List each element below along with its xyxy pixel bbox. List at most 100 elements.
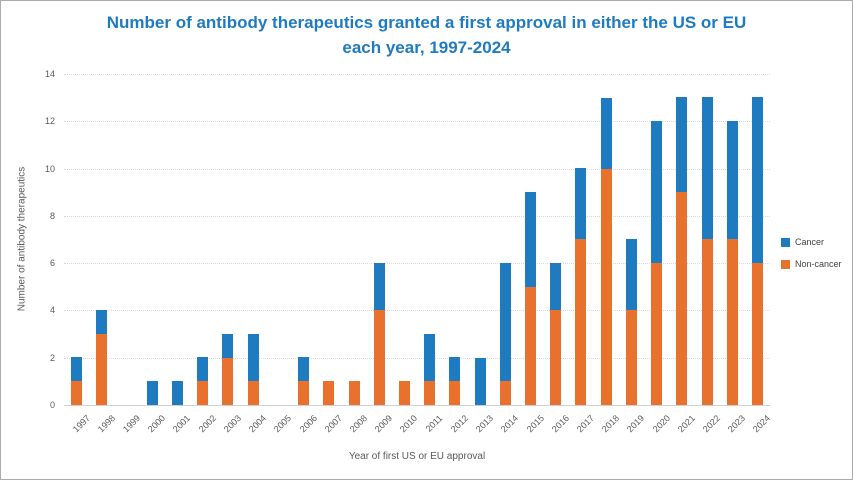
bar-slot-2020 [644, 121, 669, 405]
x-slot-2020: 2020 [644, 405, 671, 451]
x-slot-2023: 2023 [720, 405, 747, 451]
x-slot-2007: 2007 [316, 405, 344, 451]
gridline [64, 357, 770, 359]
bar-segment-non-cancer [449, 381, 461, 405]
legend-label-cancer: Cancer [795, 237, 825, 247]
bar-slot-2023 [720, 121, 745, 405]
bar-segment-cancer [222, 334, 234, 358]
bar-slot-2013 [468, 358, 493, 405]
x-slot-2014: 2014 [493, 405, 520, 451]
bar-slot-2007 [316, 381, 341, 405]
bar-segment-cancer [197, 357, 209, 381]
legend: Cancer Non-cancer [781, 237, 842, 269]
bar-slot-1997 [64, 357, 89, 405]
bar-segment-cancer [71, 357, 83, 381]
bar-segment-non-cancer [247, 381, 259, 405]
y-tick-label: 10 [44, 163, 55, 174]
bar-2014 [499, 263, 511, 405]
bar-2019 [625, 239, 637, 405]
bar-2024 [752, 97, 764, 405]
x-slot-2001: 2001 [165, 405, 192, 451]
bar-segment-non-cancer [600, 169, 612, 405]
x-slot-2005: 2005 [266, 405, 293, 451]
bar-2012 [449, 357, 461, 405]
bar-slot-2017 [568, 168, 593, 405]
x-slot-2019: 2019 [619, 405, 646, 451]
bar-slot-2018 [594, 98, 619, 405]
bar-2006 [298, 357, 310, 405]
bar-slot-2001 [165, 381, 190, 405]
x-axis-title: Year of first US or EU approval [348, 451, 486, 462]
x-axis-line [64, 405, 770, 406]
x-slot-1998: 1998 [89, 405, 117, 451]
x-slot-2015: 2015 [518, 405, 545, 451]
y-tick-label: 8 [49, 210, 55, 221]
legend-swatch-non-cancer-icon [781, 259, 790, 269]
y-tick-label: 0 [49, 400, 55, 410]
x-slot-2012: 2012 [442, 405, 470, 451]
bar-segment-non-cancer [676, 192, 688, 405]
bar-slot-2012 [442, 357, 467, 405]
x-slot-2017: 2017 [568, 405, 596, 451]
bar-segment-cancer [575, 168, 587, 239]
bar-slot-2003 [215, 334, 240, 405]
bar-segment-non-cancer [71, 381, 83, 405]
bar-segment-cancer [600, 98, 612, 169]
bar-2022 [701, 97, 713, 405]
bar-segment-non-cancer [298, 381, 310, 405]
bar-slot-2014 [493, 263, 518, 405]
bar-segment-non-cancer [222, 358, 234, 405]
bar-segment-cancer [726, 121, 738, 239]
bar-2007 [323, 381, 335, 405]
bar-segment-cancer [424, 334, 436, 381]
bar-segment-cancer [752, 97, 764, 263]
bar-segment-non-cancer [575, 239, 587, 405]
bar-segment-cancer [247, 334, 259, 381]
x-slot-2018: 2018 [594, 405, 621, 451]
x-slot-2008: 2008 [341, 405, 369, 451]
plot-area [64, 74, 770, 406]
bar-segment-non-cancer [323, 381, 335, 405]
bar-1997 [71, 357, 83, 405]
x-slot-1999: 1999 [114, 405, 142, 451]
bar-slot-2006 [291, 357, 316, 405]
x-slot-2002: 2002 [190, 405, 218, 451]
bar-segment-non-cancer [499, 381, 511, 405]
x-tick-label: 2024 [751, 413, 773, 435]
bar-segment-cancer [676, 97, 688, 192]
bar-segment-non-cancer [348, 381, 360, 405]
x-slot-1997: 1997 [64, 405, 91, 451]
bar-segment-cancer [499, 263, 511, 381]
gridline [64, 168, 770, 170]
bar-segment-cancer [171, 381, 183, 405]
bar-2009 [373, 263, 385, 405]
bars [64, 74, 770, 405]
y-tick-label: 4 [49, 305, 55, 316]
bar-segment-non-cancer [701, 239, 713, 405]
bar-segment-non-cancer [550, 310, 562, 405]
bar-segment-cancer [373, 263, 385, 310]
y-tick-label: 12 [44, 116, 55, 127]
x-slot-2003: 2003 [215, 405, 243, 451]
bar-segment-non-cancer [625, 310, 637, 405]
bar-segment-cancer [298, 357, 310, 381]
legend-swatch-cancer-icon [781, 237, 790, 247]
y-axis-labels: 0 2 4 6 8 10 12 14 [31, 69, 55, 410]
bar-slot-2015 [518, 192, 543, 405]
chart-title: Number of antibody therapeutics granted … [1, 10, 852, 60]
bar-segment-cancer [449, 357, 461, 381]
bar-slot-2021 [669, 97, 694, 405]
bar-slot-2004 [241, 334, 266, 405]
bar-segment-non-cancer [373, 310, 385, 405]
bar-2021 [676, 97, 688, 405]
bar-segment-non-cancer [752, 263, 764, 405]
x-slot-2004: 2004 [241, 405, 268, 451]
bar-2010 [398, 381, 410, 405]
x-slot-2006: 2006 [291, 405, 318, 451]
x-slot-2010: 2010 [392, 405, 419, 451]
bar-2017 [575, 168, 587, 405]
legend-item-non-cancer: Non-cancer [781, 259, 842, 269]
bar-2018 [600, 98, 612, 405]
bar-segment-cancer [625, 239, 637, 310]
